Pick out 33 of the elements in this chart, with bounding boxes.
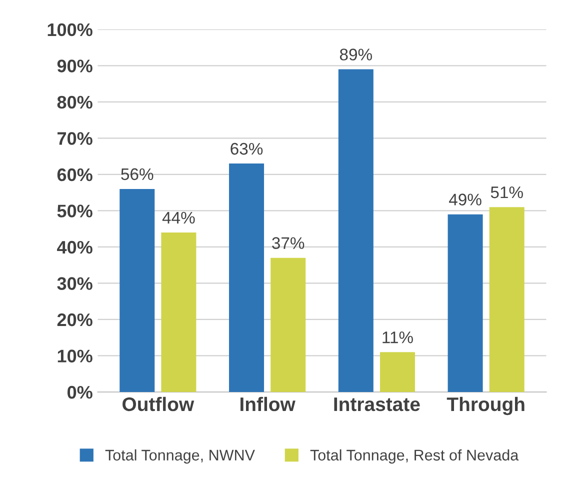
legend-label: Total Tonnage, Rest of Nevada xyxy=(310,449,519,464)
data-label: 63% xyxy=(230,142,263,155)
bar xyxy=(229,164,264,392)
data-label: 56% xyxy=(121,168,154,180)
y-tick-label: 60% xyxy=(57,168,92,182)
data-label: 37% xyxy=(272,237,304,249)
y-tick-label: 20% xyxy=(57,313,92,326)
y-tick-label: 80% xyxy=(57,96,92,109)
data-label: 89% xyxy=(340,48,372,60)
y-tick-label: 0% xyxy=(68,386,92,399)
bar xyxy=(270,258,306,392)
bar xyxy=(120,188,155,392)
x-tick-label: Through xyxy=(446,396,524,416)
y-tick-label: 70% xyxy=(58,132,92,145)
x-tick-label: Intrastate xyxy=(334,398,420,412)
x-tick-label: Outflow xyxy=(122,396,194,412)
data-label: 51% xyxy=(490,186,523,198)
y-tick-label: 50% xyxy=(57,204,92,218)
y-tick-label: 10% xyxy=(58,350,92,362)
y-tick-label: 40% xyxy=(57,240,92,254)
data-label: 11% xyxy=(382,332,413,344)
data-label: 49% xyxy=(449,194,482,206)
bar xyxy=(448,214,483,392)
y-tick-label: 100% xyxy=(48,23,92,36)
bar xyxy=(338,69,374,392)
legend-label: Total Tonnage, NWNV xyxy=(105,449,255,464)
x-tick-label: Inflow xyxy=(240,396,296,412)
bar xyxy=(380,352,415,392)
bar xyxy=(161,232,196,392)
data-label: 44% xyxy=(162,212,195,224)
y-tick-label: 90% xyxy=(57,60,92,72)
y-tick-label: 30% xyxy=(57,277,92,290)
bar xyxy=(489,207,524,392)
